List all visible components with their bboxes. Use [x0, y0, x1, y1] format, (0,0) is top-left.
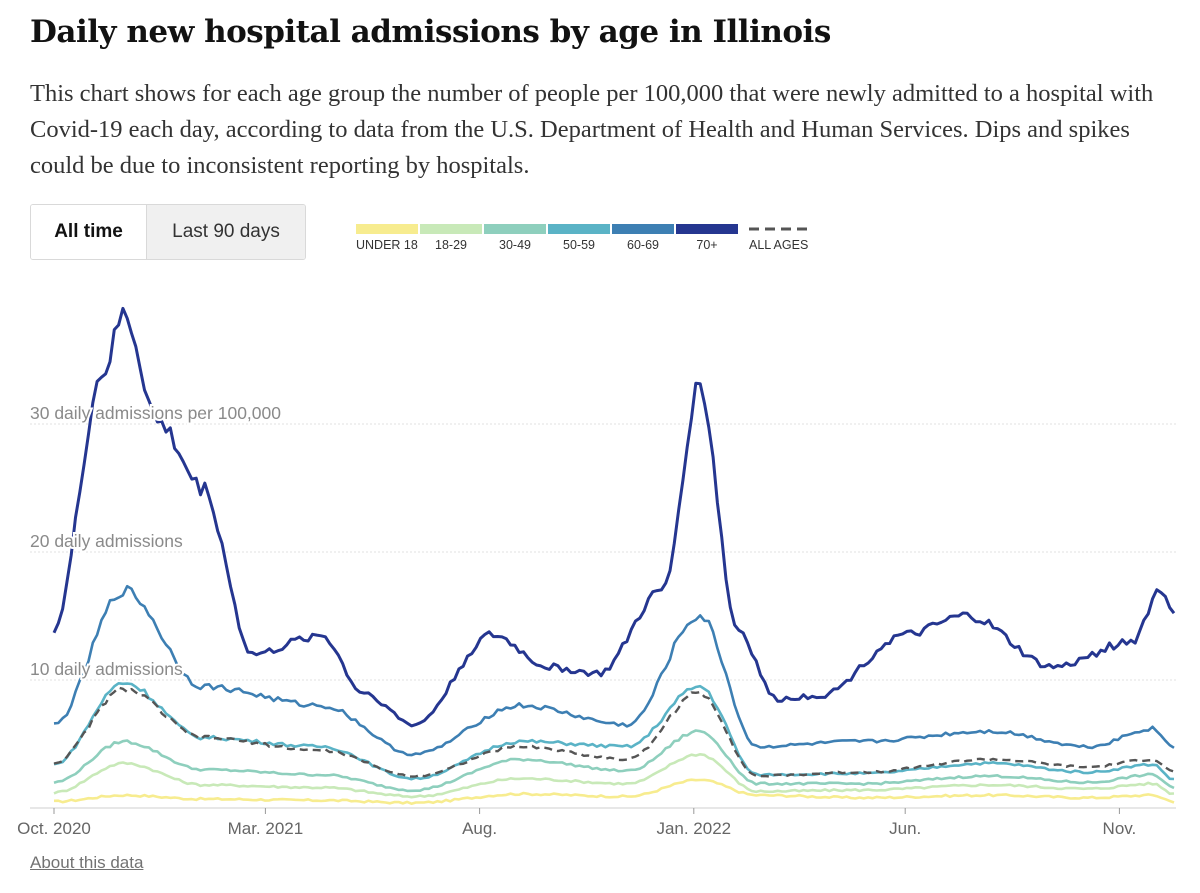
legend-label-all-ages: ALL AGES	[749, 238, 808, 252]
chart-grid	[30, 423, 1176, 681]
chart-title: Daily new hospital admissions by age in …	[30, 14, 831, 50]
legend-swatch-70-plus	[676, 224, 738, 234]
legend-swatch-60-69	[612, 224, 674, 234]
all-time-button[interactable]: All time	[31, 205, 146, 259]
x-tick-label-mar-2021: Mar. 2021	[228, 819, 304, 838]
chart-legend: UNDER 18 18-29 30-49 50-59 60-69 70+ ALL AGES	[356, 224, 808, 252]
x-tick-label-oct-2020: Oct. 2020	[17, 819, 91, 838]
line-chart: UNDER 18 18-29 30-49 50-59 60-69 70+ ALL AGES …	[17, 224, 1176, 838]
legend-label-under-18: UNDER 18	[356, 238, 418, 252]
x-tick-label-nov: Nov.	[1103, 819, 1137, 838]
series-line-60-69	[53, 584, 1175, 757]
x-tick-label-aug: Aug.	[462, 819, 497, 838]
chart-subtitle: This chart shows for each age group the …	[30, 80, 1154, 179]
about-this-data-link[interactable]: About this data	[30, 853, 144, 872]
x-axis: Oct. 2020 Mar. 2021 Aug. Jan. 2022 Jun. Nov.	[17, 807, 1176, 838]
legend-swatch-18-29	[420, 224, 482, 234]
y-tick-label-30: 30 daily admissions per 100,000	[30, 403, 281, 423]
last-90-days-button[interactable]: Last 90 days	[146, 205, 305, 259]
chart-lines	[52, 306, 1176, 805]
y-tick-label-20: 20 daily admissions	[30, 531, 183, 551]
x-tick-label-jan-2022: Jan. 2022	[656, 819, 731, 838]
legend-label-30-49: 30-49	[499, 238, 531, 252]
series-line-all-ages	[53, 686, 1175, 778]
x-tick-label-jun: Jun.	[889, 819, 921, 838]
y-axis-labels: 10 daily admissions 20 daily admissions 30…	[28, 401, 283, 681]
series-line-70-plus	[52, 306, 1176, 728]
series-line-under-18	[53, 778, 1175, 805]
legend-swatch-30-49	[484, 224, 546, 234]
time-range-toggle: All time Last 90 days	[30, 204, 306, 260]
legend-label-50-59: 50-59	[563, 238, 595, 252]
series-line-18-29	[53, 753, 1175, 799]
legend-swatch-50-59	[548, 224, 610, 234]
series-line-30-49	[53, 729, 1175, 793]
legend-label-70-plus: 70+	[696, 238, 717, 252]
legend-swatch-under-18	[356, 224, 418, 234]
series-line-50-59	[53, 682, 1175, 781]
legend-label-18-29: 18-29	[435, 238, 467, 252]
legend-label-60-69: 60-69	[627, 238, 659, 252]
y-tick-label-10: 10 daily admissions	[30, 659, 183, 679]
